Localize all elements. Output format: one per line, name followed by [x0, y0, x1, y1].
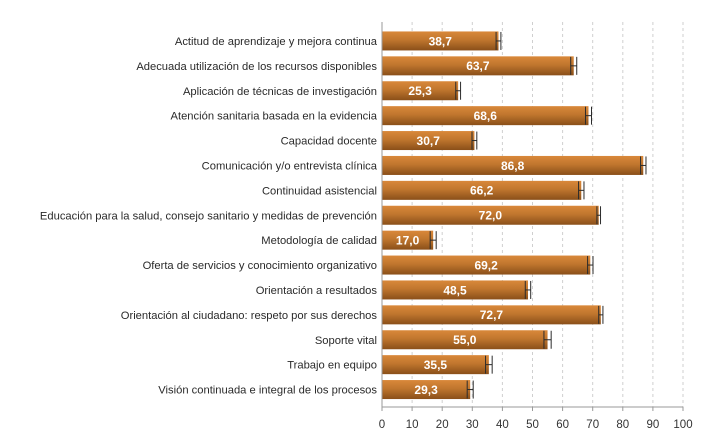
bar-group-6: 86,8 — [382, 155, 647, 175]
bar-8 — [382, 205, 599, 225]
bar-group-3: 25,3 — [382, 81, 462, 101]
data-label-1: 38,7 — [429, 34, 453, 48]
axes — [381, 22, 684, 411]
bar-group-7: 66,2 — [382, 180, 585, 200]
category-label-10: Oferta de servicios y conocimiento organ… — [143, 260, 377, 272]
category-label-9: Metodología de calidad — [261, 235, 377, 247]
data-label-15: 29,3 — [414, 383, 438, 397]
bar-3 — [382, 81, 459, 101]
x-tick-label-70: 70 — [586, 419, 599, 431]
data-label-3: 25,3 — [408, 84, 432, 98]
data-label-8: 72,0 — [479, 209, 503, 223]
bar-14 — [382, 355, 489, 375]
bar-9 — [382, 230, 434, 250]
x-tick-label-60: 60 — [556, 419, 569, 431]
x-tick-label-100: 100 — [673, 419, 692, 431]
data-label-7: 66,2 — [470, 184, 494, 198]
data-label-12: 72,7 — [480, 308, 504, 322]
data-label-10: 69,2 — [474, 258, 498, 272]
data-label-2: 63,7 — [466, 59, 490, 73]
bar-group-5: 30,7 — [382, 131, 478, 151]
category-label-6: Comunicación y/o entrevista clínica — [202, 160, 378, 172]
bar-15 — [382, 380, 471, 400]
x-tick-labels: 0 10 20 30 40 50 60 70 80 90 100 — [379, 419, 693, 431]
category-label-2: Adecuada utilización de los recursos dis… — [136, 61, 377, 73]
bar-11 — [382, 280, 528, 300]
x-tick-label-10: 10 — [406, 419, 419, 431]
x-tick-label-90: 90 — [647, 419, 660, 431]
x-tick-label-40: 40 — [496, 419, 509, 431]
category-label-12: Orientación al ciudadano: respeto por su… — [121, 310, 378, 322]
bar-group-11: 48,5 — [382, 280, 532, 300]
bar-group-14: 35,5 — [382, 355, 493, 375]
data-label-9: 17,0 — [396, 233, 420, 247]
bar-6 — [382, 155, 644, 175]
x-tick-label-80: 80 — [616, 419, 629, 431]
bar-group-10: 69,2 — [382, 255, 594, 275]
x-tick-label-20: 20 — [436, 419, 449, 431]
x-tick-label-30: 30 — [466, 419, 479, 431]
bar-group-13: 55,0 — [382, 330, 552, 350]
bar-group-9: 17,0 — [382, 230, 437, 250]
data-label-5: 30,7 — [417, 134, 441, 148]
bar-group-2: 63,7 — [382, 56, 578, 76]
bar-5 — [382, 131, 475, 151]
bar-10 — [382, 255, 591, 275]
bar-group-1: 38,7 — [382, 31, 502, 51]
bar-13 — [382, 330, 548, 350]
x-tick-label-50: 50 — [526, 419, 539, 431]
bar-2 — [382, 56, 574, 76]
category-labels: Actitud de aprendizaje y mejora continua… — [40, 36, 378, 397]
category-label-5: Capacidad docente — [281, 136, 377, 148]
bar-7 — [382, 180, 582, 200]
x-tick-label-0: 0 — [379, 419, 385, 431]
data-label-6: 86,8 — [501, 159, 525, 173]
category-label-1: Actitud de aprendizaje y mejora continua — [175, 36, 378, 48]
bar-12 — [382, 305, 601, 325]
category-label-14: Trabajo en equipo — [287, 360, 377, 372]
bar-group-12: 72,7 — [382, 305, 604, 325]
category-label-15: Visión continuada e integral de los proc… — [158, 385, 377, 397]
data-label-4: 68,6 — [474, 109, 498, 123]
bar-1 — [382, 31, 499, 51]
bar-group-4: 68,6 — [382, 106, 592, 126]
data-label-14: 35,5 — [424, 358, 448, 372]
data-label-13: 55,0 — [453, 333, 477, 347]
data-label-11: 48,5 — [443, 283, 467, 297]
category-label-8: Educación para la salud, consejo sanitar… — [40, 210, 377, 222]
bar-group-15: 29,3 — [382, 380, 474, 400]
category-label-4: Atención sanitaria basada en la evidenci… — [171, 111, 378, 123]
category-label-13: Soporte vital — [315, 335, 377, 347]
bar-4 — [382, 106, 589, 126]
category-label-3: Aplicación de técnicas de investigación — [183, 86, 377, 98]
bars: 38,7 63,7 25,3 68,6 30,7 86,8 66,2 72,0 17,0 69,2… — [382, 31, 647, 400]
category-label-11: Orientación a resultados — [256, 285, 378, 297]
category-label-7: Continuidad asistencial — [262, 185, 377, 197]
bar-group-8: 72,0 — [382, 205, 602, 225]
